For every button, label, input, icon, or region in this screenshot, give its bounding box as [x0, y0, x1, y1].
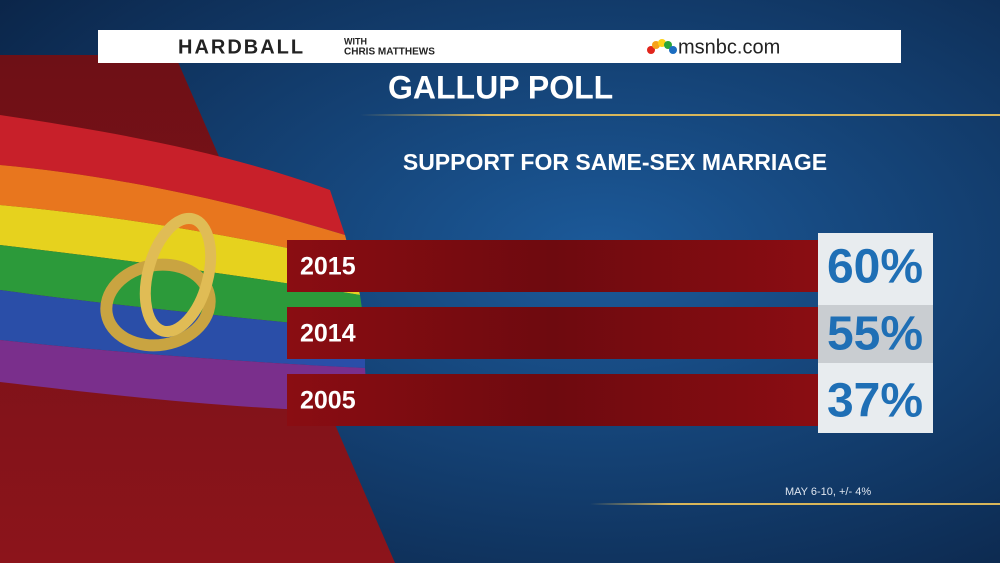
- footnote-rule: [590, 503, 1000, 505]
- row-bar: [287, 374, 818, 426]
- rows: 2015 60% 2014 55% 2005 37%: [287, 240, 923, 428]
- network: msnbc.com: [678, 36, 780, 58]
- peacock-logo: [647, 39, 677, 54]
- row-bar: [287, 307, 818, 359]
- value-highlight: [818, 305, 933, 363]
- row-year: 2015: [300, 253, 356, 281]
- row-value: 37%: [827, 375, 923, 428]
- row-value: 55%: [827, 308, 923, 361]
- row-bar: [287, 240, 818, 292]
- row-year: 2005: [300, 387, 356, 415]
- subtitle: SUPPORT FOR SAME-SEX MARRIAGE: [403, 149, 827, 175]
- show-with: WITH: [344, 36, 367, 46]
- row-year: 2014: [300, 320, 356, 348]
- rings: [100, 212, 217, 352]
- title: GALLUP POLL: [388, 69, 613, 105]
- title-rule: [360, 114, 1000, 116]
- show-name: HARDBALL: [178, 36, 305, 58]
- row-value: 60%: [827, 241, 923, 294]
- show-host: CHRIS MATTHEWS: [344, 47, 435, 58]
- footnote: MAY 6-10, +/- 4%: [785, 486, 871, 498]
- header-bar: [98, 30, 901, 63]
